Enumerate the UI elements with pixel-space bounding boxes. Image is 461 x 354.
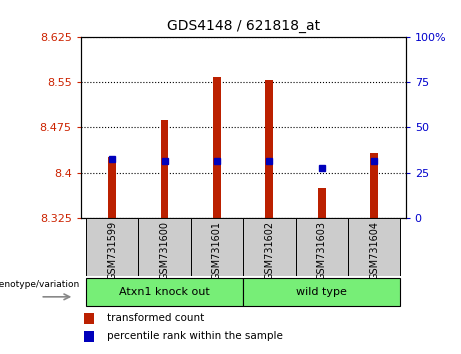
Text: genotype/variation: genotype/variation <box>0 280 79 289</box>
FancyBboxPatch shape <box>86 218 138 276</box>
Text: transformed count: transformed count <box>106 314 204 324</box>
Text: GSM731601: GSM731601 <box>212 221 222 280</box>
Bar <box>108 157 116 218</box>
Text: GSM731602: GSM731602 <box>265 221 274 280</box>
Bar <box>266 80 273 218</box>
FancyBboxPatch shape <box>243 218 296 276</box>
Text: GSM731604: GSM731604 <box>369 221 379 280</box>
Text: GSM731600: GSM731600 <box>160 221 170 280</box>
FancyBboxPatch shape <box>243 278 401 306</box>
FancyBboxPatch shape <box>86 278 243 306</box>
Bar <box>370 153 378 218</box>
Text: percentile rank within the sample: percentile rank within the sample <box>106 331 283 341</box>
Text: GSM731603: GSM731603 <box>317 221 327 280</box>
FancyBboxPatch shape <box>348 218 401 276</box>
Bar <box>160 120 168 218</box>
FancyBboxPatch shape <box>296 218 348 276</box>
FancyBboxPatch shape <box>191 218 243 276</box>
Title: GDS4148 / 621818_at: GDS4148 / 621818_at <box>166 19 320 33</box>
Text: wild type: wild type <box>296 287 347 297</box>
Bar <box>318 188 326 218</box>
FancyBboxPatch shape <box>138 218 191 276</box>
Text: GSM731599: GSM731599 <box>107 221 117 280</box>
Text: Atxn1 knock out: Atxn1 knock out <box>119 287 210 297</box>
Bar <box>84 313 94 324</box>
Bar <box>84 331 94 342</box>
Bar <box>213 78 221 218</box>
